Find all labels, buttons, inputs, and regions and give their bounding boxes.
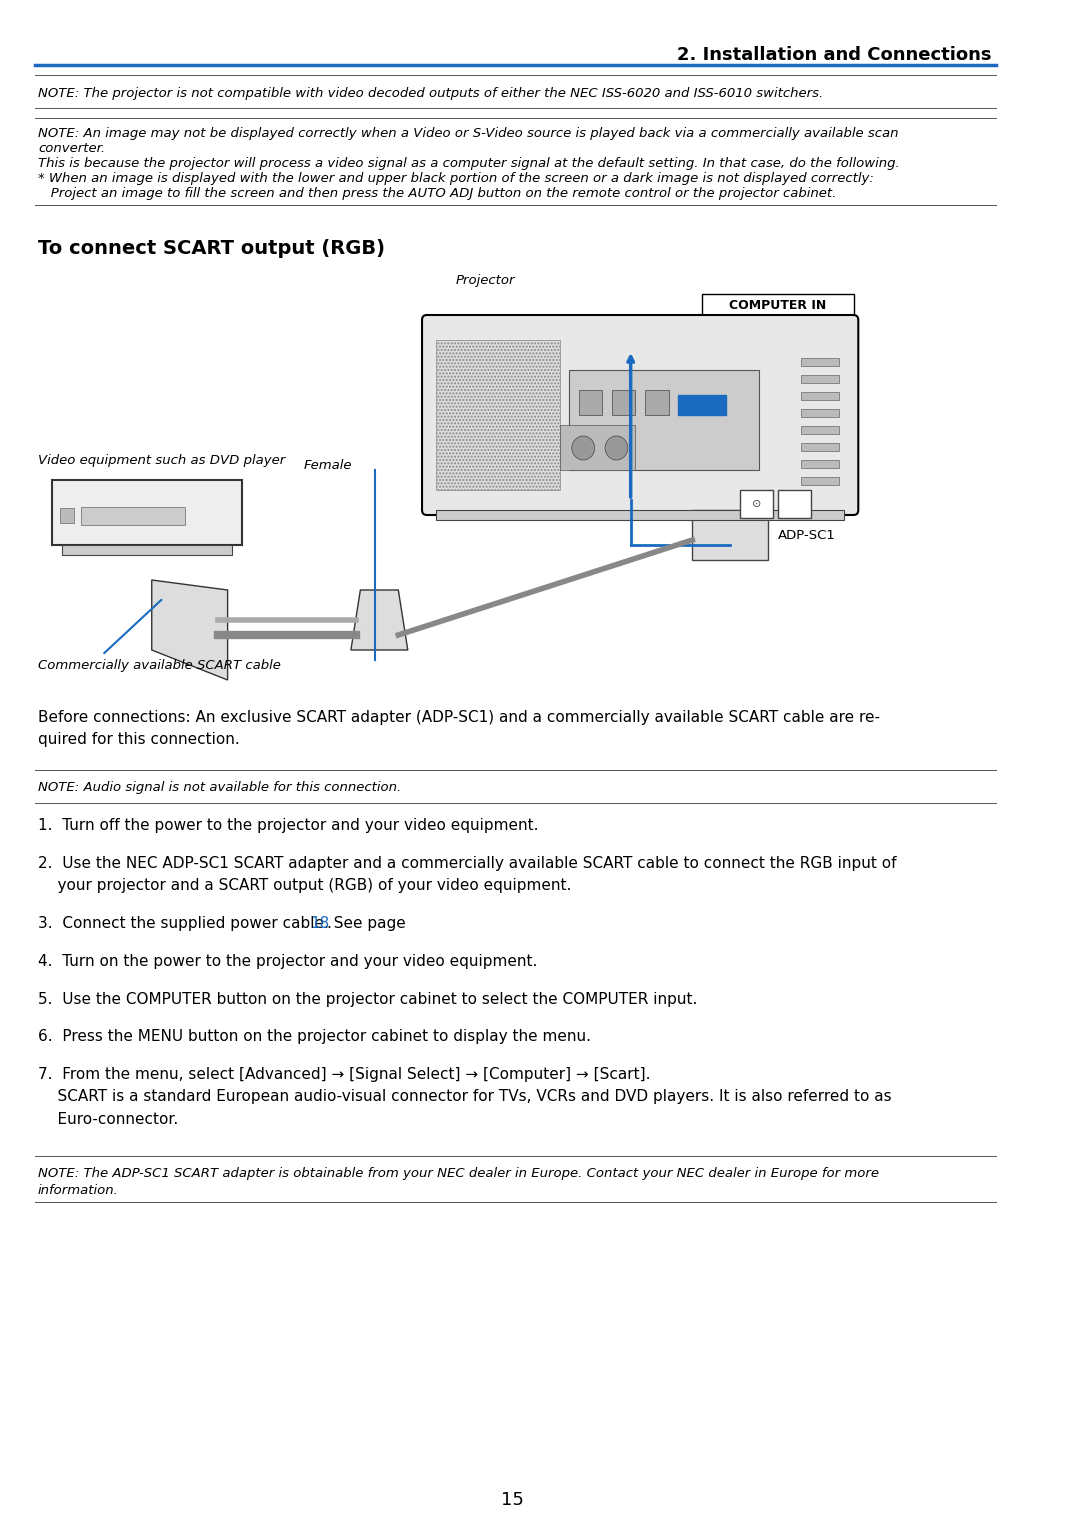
- Text: COMPUTER IN: COMPUTER IN: [729, 299, 826, 311]
- Text: This is because the projector will process a video signal as a computer signal a: This is because the projector will proce…: [38, 157, 900, 169]
- Text: * When an image is displayed with the lower and upper black portion of the scree: * When an image is displayed with the lo…: [38, 171, 874, 185]
- Bar: [59, 508, 73, 523]
- Text: Project an image to fill the screen and then press the AUTO ADJ button on the re: Project an image to fill the screen and …: [38, 186, 836, 200]
- Bar: [801, 478, 839, 485]
- Text: NOTE: The ADP-SC1 SCART adapter is obtainable from your NEC dealer in Europe. Co: NOTE: The ADP-SC1 SCART adapter is obtai…: [38, 1167, 879, 1181]
- Bar: [801, 409, 839, 417]
- Bar: [801, 359, 839, 366]
- Text: NOTE: The projector is not compatible with video decoded outputs of either the N: NOTE: The projector is not compatible wi…: [38, 87, 823, 99]
- Text: Before connections: An exclusive SCART adapter (ADP-SC1) and a commercially avai: Before connections: An exclusive SCART a…: [38, 710, 880, 748]
- Text: ADP-SC1: ADP-SC1: [778, 528, 836, 542]
- Bar: [611, 391, 635, 415]
- Bar: [801, 375, 839, 383]
- Text: Euro-connector.: Euro-connector.: [38, 1111, 178, 1126]
- Text: 15: 15: [501, 1491, 524, 1509]
- Bar: [81, 507, 185, 525]
- Text: ⊙: ⊙: [752, 499, 761, 510]
- Bar: [678, 395, 726, 415]
- Bar: [436, 510, 845, 520]
- FancyBboxPatch shape: [422, 314, 859, 514]
- Text: NOTE: An image may not be displayed correctly when a Video or S-Video source is : NOTE: An image may not be displayed corr…: [38, 127, 899, 139]
- Text: 1.  Turn off the power to the projector and your video equipment.: 1. Turn off the power to the projector a…: [38, 818, 539, 833]
- Polygon shape: [351, 591, 408, 650]
- Text: Projector: Projector: [456, 273, 515, 287]
- Text: your projector and a SCART output (RGB) of your video equipment.: your projector and a SCART output (RGB) …: [38, 877, 571, 893]
- Text: Female: Female: [303, 458, 352, 472]
- Bar: [52, 481, 242, 545]
- Circle shape: [605, 436, 627, 459]
- Bar: [801, 443, 839, 452]
- Bar: [645, 391, 669, 415]
- Text: 18: 18: [310, 916, 329, 931]
- Bar: [740, 490, 773, 517]
- Text: 2. Installation and Connections: 2. Installation and Connections: [676, 46, 991, 64]
- Text: .: .: [326, 916, 330, 931]
- Text: information.: information.: [38, 1184, 119, 1196]
- Circle shape: [572, 436, 595, 459]
- Bar: [778, 490, 811, 517]
- Bar: [702, 295, 853, 316]
- Bar: [692, 510, 768, 560]
- Text: converter.: converter.: [38, 142, 105, 154]
- Text: 5.  Use the COMPUTER button on the projector cabinet to select the COMPUTER inpu: 5. Use the COMPUTER button on the projec…: [38, 992, 698, 1007]
- Text: 7.  From the menu, select [Advanced] → [Signal Select] → [Computer] → [Scart].: 7. From the menu, select [Advanced] → [S…: [38, 1068, 650, 1082]
- Text: 6.  Press the MENU button on the projector cabinet to display the menu.: 6. Press the MENU button on the projecto…: [38, 1030, 591, 1044]
- Bar: [801, 392, 839, 400]
- Text: NOTE: Audio signal is not available for this connection.: NOTE: Audio signal is not available for …: [38, 780, 401, 794]
- Bar: [436, 340, 559, 490]
- Bar: [569, 369, 759, 470]
- Bar: [801, 459, 839, 468]
- Text: SCART is a standard European audio-visual connector for TVs, VCRs and DVD player: SCART is a standard European audio-visua…: [38, 1090, 892, 1105]
- Bar: [579, 391, 603, 415]
- Text: Video equipment such as DVD player: Video equipment such as DVD player: [38, 453, 285, 467]
- Text: To connect SCART output (RGB): To connect SCART output (RGB): [38, 238, 384, 258]
- Text: 2.  Use the NEC ADP-SC1 SCART adapter and a commercially available SCART cable t: 2. Use the NEC ADP-SC1 SCART adapter and…: [38, 856, 896, 870]
- Bar: [559, 426, 635, 470]
- Text: Commercially available SCART cable: Commercially available SCART cable: [38, 659, 281, 671]
- Polygon shape: [152, 580, 228, 681]
- Bar: [62, 545, 232, 555]
- Text: 3.  Connect the supplied power cable. See page: 3. Connect the supplied power cable. See…: [38, 916, 410, 931]
- Bar: [801, 426, 839, 433]
- Text: 4.  Turn on the power to the projector and your video equipment.: 4. Turn on the power to the projector an…: [38, 954, 538, 969]
